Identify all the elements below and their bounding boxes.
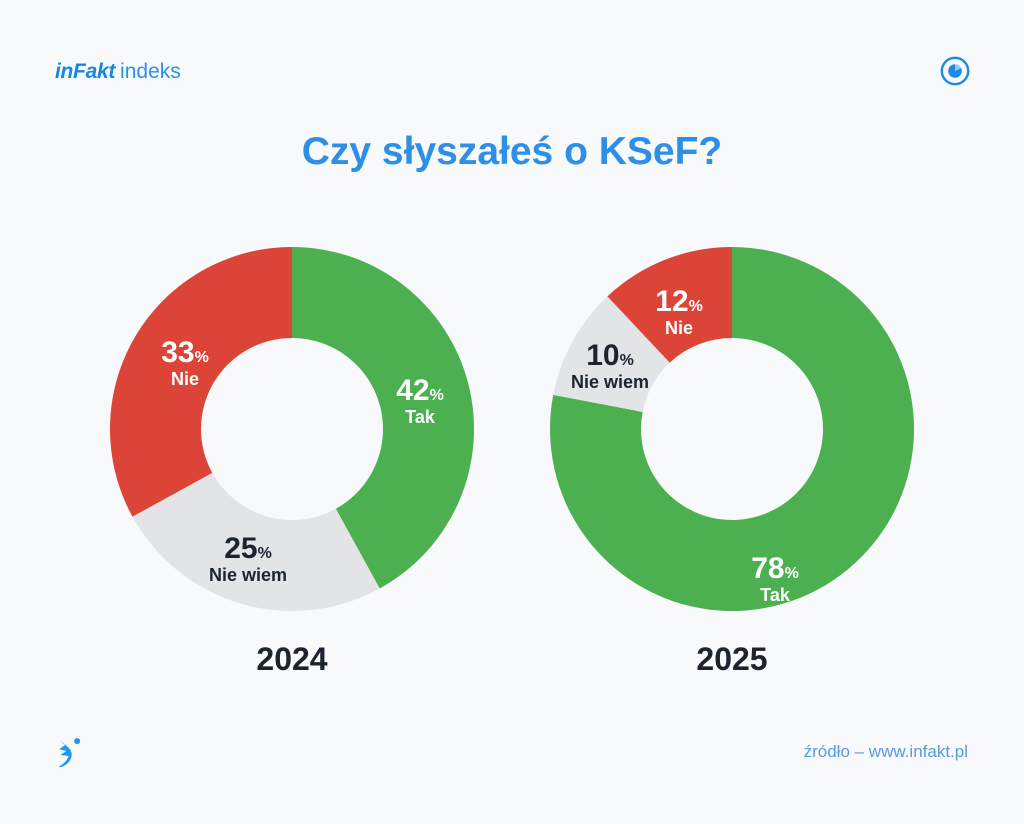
svg-text:Nie wiem: Nie wiem xyxy=(571,372,649,392)
svg-text:2024: 2024 xyxy=(256,641,327,677)
svg-text:Nie: Nie xyxy=(665,318,693,338)
svg-text:Tak: Tak xyxy=(405,407,436,427)
svg-text:Nie: Nie xyxy=(171,369,199,389)
svg-text:Nie wiem: Nie wiem xyxy=(209,565,287,585)
svg-text:2025: 2025 xyxy=(696,641,767,677)
svg-text:Tak: Tak xyxy=(760,585,791,605)
